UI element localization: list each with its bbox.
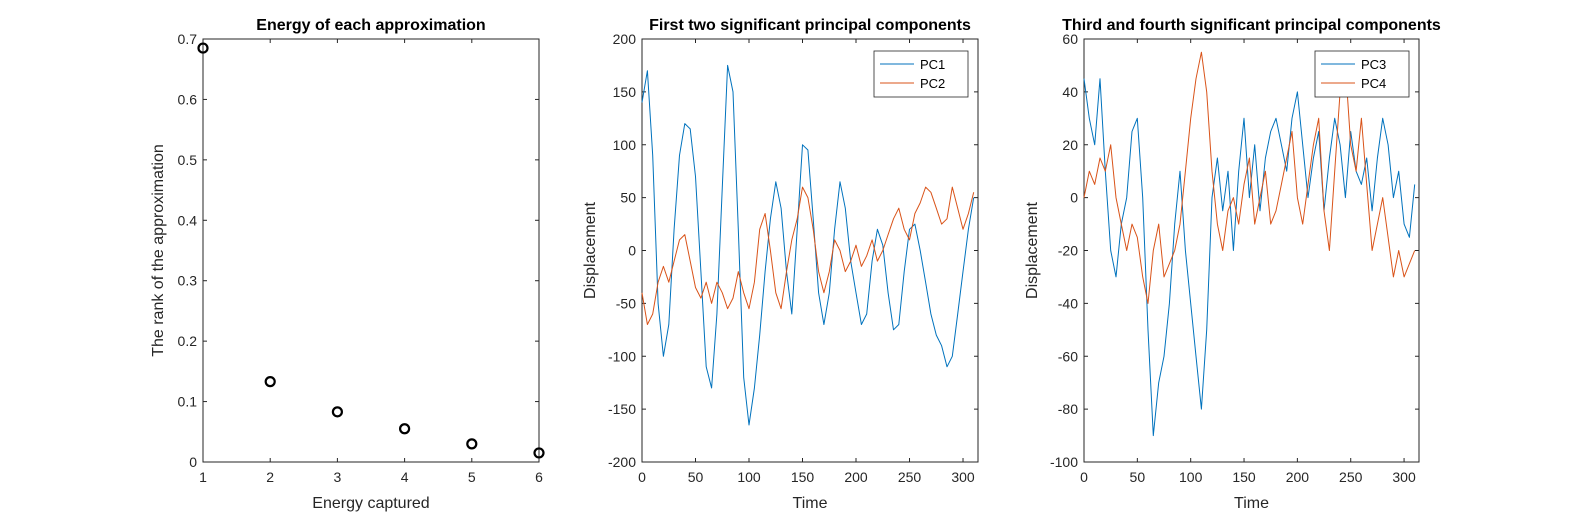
y-axis-label: Displacement — [1024, 201, 1041, 298]
x-tick-label: 150 — [1232, 469, 1256, 485]
scatter-point — [331, 406, 343, 418]
plot-area — [641, 38, 979, 463]
series-line-pc3 — [1083, 78, 1416, 437]
y-axis-label: The rank of the approximation — [150, 144, 167, 357]
pc1-pc2-line-chart: 0 50 100 150 200 250 300 -200 -150 -100 -50 0 50 100 1… — [582, 17, 979, 512]
y-tick-label: 40 — [1062, 84, 1078, 100]
legend-label: PC3 — [1361, 57, 1386, 72]
energy-scatter-chart: 1 2 3 4 5 6 0 0.1 0.2 0.3 0.4 0.5 0.6 0.7 Energy of ea… — [150, 17, 545, 512]
y-tick-label: 0 — [189, 454, 197, 470]
y-tick-label: 0 — [1070, 190, 1078, 206]
chart-title: Third and fourth significant principal c… — [1062, 17, 1441, 34]
y-axis-label: Displacement — [582, 201, 599, 298]
series-line-pc2 — [641, 186, 975, 325]
y-tick-label: 0.3 — [178, 273, 198, 289]
y-tick-label: -80 — [1058, 401, 1078, 417]
x-tick-label: 3 — [334, 469, 342, 485]
y-tick-label: 20 — [1062, 137, 1078, 153]
x-tick-label: 0 — [638, 469, 646, 485]
y-tick-label: -60 — [1058, 348, 1078, 364]
x-tick-label: 4 — [401, 469, 409, 485]
scatter-point — [466, 438, 478, 450]
y-tick-label: -150 — [608, 401, 636, 417]
x-axis-label: Energy captured — [312, 495, 429, 512]
y-tick-label: -40 — [1058, 295, 1078, 311]
y-tick-label: 0.4 — [178, 212, 198, 228]
x-tick-label: 0 — [1080, 469, 1088, 485]
legend-label: PC1 — [920, 57, 945, 72]
y-tick-label: 0 — [628, 243, 636, 259]
x-tick-label: 2 — [266, 469, 274, 485]
y-tick-label: 60 — [1062, 31, 1078, 47]
x-axis-label: Time — [1234, 495, 1269, 512]
x-tick-label: 150 — [791, 469, 815, 485]
x-tick-label: 300 — [1392, 469, 1416, 485]
x-tick-label: 250 — [1339, 469, 1363, 485]
series-line-pc1 — [641, 64, 975, 426]
legend-box — [1314, 50, 1410, 98]
y-tick-label: 50 — [620, 190, 636, 206]
y-tick-label: -20 — [1058, 243, 1078, 259]
chart-title: Energy of each approximation — [256, 17, 485, 34]
legend-box — [873, 50, 969, 98]
scatter-point — [533, 447, 545, 459]
y-tick-label: -100 — [1050, 454, 1078, 470]
y-tick-label: 0.2 — [178, 333, 198, 349]
x-tick-label: 250 — [898, 469, 922, 485]
scatter-point — [264, 376, 276, 388]
y-tick-label: 200 — [613, 31, 637, 47]
x-tick-label: 5 — [468, 469, 476, 485]
plot-area — [1083, 38, 1420, 463]
x-tick-label: 50 — [688, 469, 704, 485]
x-tick-label: 100 — [737, 469, 761, 485]
y-tick-label: -50 — [616, 295, 636, 311]
x-tick-label: 50 — [1130, 469, 1146, 485]
x-axis-label: Time — [793, 495, 828, 512]
chart-title: First two significant principal componen… — [649, 17, 971, 34]
legend-label: PC4 — [1361, 76, 1386, 91]
scatter-point — [197, 42, 209, 54]
x-tick-label: 200 — [1286, 469, 1310, 485]
y-tick-label: 0.7 — [178, 31, 198, 47]
x-tick-label: 1 — [199, 469, 207, 485]
x-tick-label: 6 — [535, 469, 543, 485]
x-tick-label: 200 — [844, 469, 868, 485]
plot-area — [202, 38, 540, 463]
y-tick-label: 0.1 — [178, 394, 198, 410]
series-line-pc4 — [1083, 51, 1416, 304]
x-tick-label: 300 — [951, 469, 975, 485]
y-tick-label: 100 — [613, 137, 637, 153]
y-tick-label: -100 — [608, 348, 636, 364]
y-tick-label: 150 — [613, 84, 637, 100]
y-tick-label: 0.5 — [178, 152, 198, 168]
y-tick-label: 0.6 — [178, 91, 198, 107]
scatter-point — [399, 423, 411, 435]
x-tick-label: 100 — [1179, 469, 1203, 485]
legend-label: PC2 — [920, 76, 945, 91]
pc3-pc4-line-chart: 0 50 100 150 200 250 300 -100 -80 -60 -40 -20 0 20 40 6… — [1024, 17, 1441, 512]
y-tick-label: -200 — [608, 454, 636, 470]
